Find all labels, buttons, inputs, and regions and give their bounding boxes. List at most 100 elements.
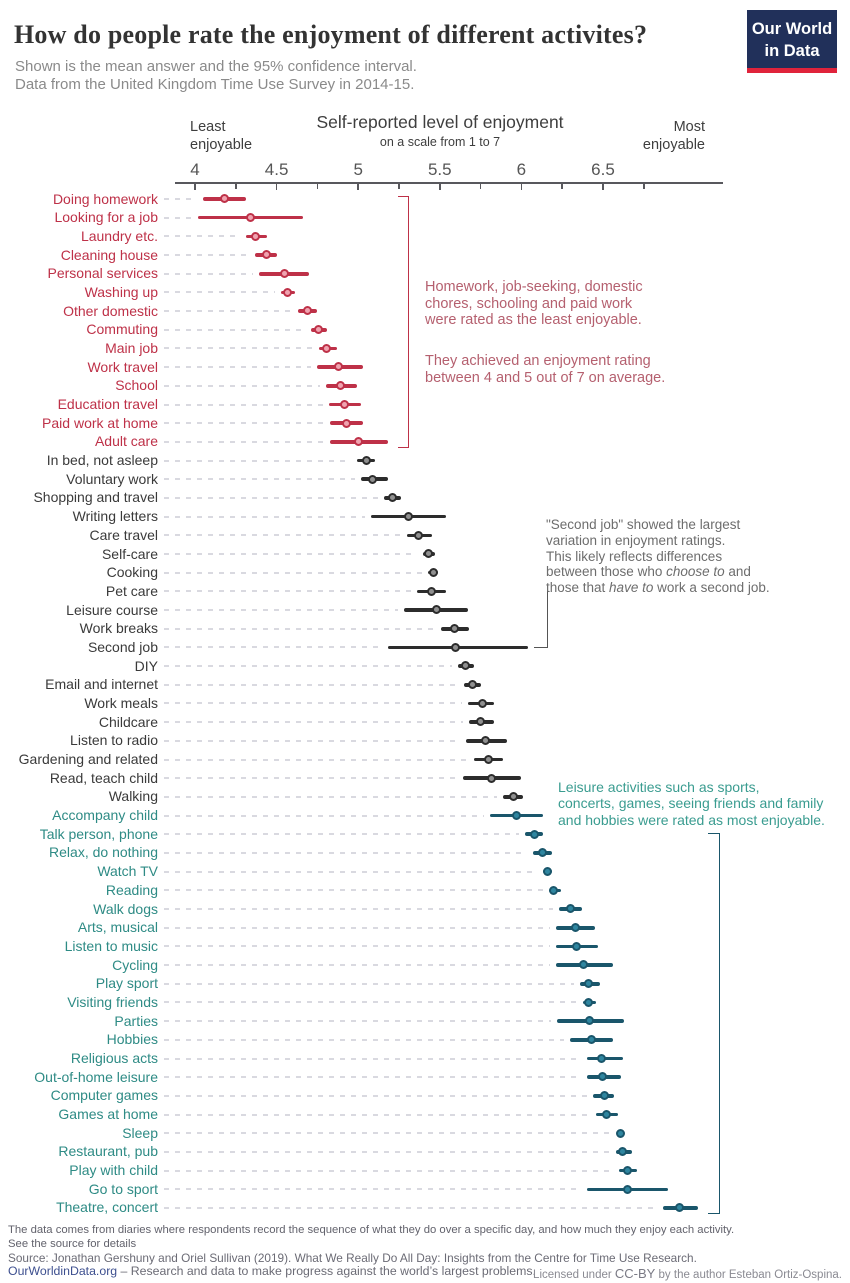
activity-label: Leisure course: [66, 601, 158, 618]
leader-dashes: [164, 683, 459, 686]
mean-dot: [431, 605, 441, 615]
activity-label: Doing homework: [52, 190, 158, 207]
x-tick-label: 4.5: [264, 160, 289, 179]
activity-label: Work travel: [87, 358, 158, 375]
activity-label: Voluntary work: [66, 470, 158, 487]
mean-dot: [549, 885, 559, 895]
annotation-second-job-italic1: choose to: [666, 564, 725, 580]
mean-dot: [480, 736, 490, 746]
leader-dashes: [164, 1038, 565, 1041]
mean-dot: [565, 904, 575, 914]
activity-label: Reading: [105, 881, 158, 898]
leader-dashes: [164, 366, 312, 369]
mean-dot: [426, 586, 436, 596]
mean-dot: [280, 269, 290, 279]
activity-label: Religious acts: [70, 1050, 158, 1066]
footer-license-pre: Licensed under: [533, 1269, 615, 1281]
leader-dashes: [164, 1132, 612, 1135]
leader-dashes: [164, 721, 464, 724]
leader-dashes: [164, 870, 537, 873]
owid-link[interactable]: OurWorldinData.org: [8, 1264, 118, 1278]
leader-dashes: [164, 1094, 588, 1097]
leader-dashes: [164, 198, 198, 200]
leader-dashes: [164, 496, 379, 499]
activity-label: Hobbies: [106, 1031, 158, 1048]
mean-dot: [322, 343, 332, 353]
axis-scale-note: on a scale from 1 to 7: [379, 135, 501, 149]
mean-dot: [585, 1016, 595, 1026]
activity-label: Theatre, concert: [56, 1199, 158, 1216]
mean-dot: [245, 212, 255, 222]
mean-dot: [537, 848, 547, 858]
activity-label: Go to sport: [88, 1180, 158, 1197]
activity-label: Listen to radio: [70, 732, 158, 749]
activity-label: Childcare: [98, 713, 158, 730]
leader-dashes: [164, 310, 292, 313]
x-tick-mark: [194, 183, 196, 190]
leader-dashes: [164, 777, 457, 780]
leader-dashes: [164, 702, 462, 705]
x-tick-label: 4: [190, 160, 200, 179]
mean-dot: [451, 642, 461, 652]
mean-dot: [617, 1147, 627, 1157]
mean-dot: [622, 1165, 632, 1175]
footer-note-line1: The data comes from diaries where respon…: [8, 1224, 735, 1236]
leader-dashes: [164, 833, 519, 836]
leader-dashes: [164, 515, 366, 518]
mean-dot: [387, 493, 397, 503]
leader-dashes: [164, 627, 436, 630]
mean-dot: [511, 810, 521, 820]
activity-label: Talk person, phone: [39, 825, 158, 842]
x-tick-mark: [275, 183, 278, 190]
mean-dot: [578, 960, 588, 970]
leader-dashes: [164, 553, 418, 555]
activity-label: Looking for a job: [54, 209, 158, 226]
axis-title: Self-reported level of enjoyment: [316, 112, 564, 132]
leader-dashes: [164, 440, 325, 443]
mean-dot: [542, 866, 552, 876]
mean-dot: [413, 530, 423, 540]
footer-tagline: – Research and data to make progress aga…: [117, 1264, 536, 1278]
owid-logo: Our World in Data: [747, 10, 837, 73]
leader-dashes: [164, 328, 305, 331]
activity-label: Work meals: [84, 694, 158, 711]
leader-dashes: [164, 590, 411, 593]
leader-dashes: [164, 272, 253, 275]
mean-dot: [302, 306, 312, 316]
leader-dashes: [164, 814, 485, 817]
leader-dashes: [164, 665, 452, 668]
activity-label: Second job: [87, 638, 158, 655]
chart-subtitle-line2: Data from the United Kingdom Time Use Su…: [15, 76, 415, 93]
leader-dashes: [164, 795, 498, 798]
activity-label: Paid work at home: [42, 414, 158, 431]
mean-dot: [219, 194, 229, 204]
x-tick-label: 6: [516, 160, 527, 179]
footer-source: Source: Jonathan Gershuny and Oriel Sull…: [8, 1251, 697, 1265]
activity-label: Computer games: [50, 1087, 158, 1104]
owid-logo-line2: in Data: [764, 41, 820, 60]
mean-dot: [333, 362, 343, 372]
x-tick-label: 6.5: [591, 160, 615, 179]
leader-dashes: [164, 964, 550, 967]
annotation-second-job-text3: work a second job.: [653, 580, 770, 596]
annotation-second-job-text2: and those that: [546, 564, 751, 596]
leader-dashes: [164, 478, 356, 481]
activity-label: School: [115, 377, 158, 394]
mean-dot: [423, 549, 433, 559]
leader-dashes: [164, 1020, 552, 1023]
x-minor-tick-mark: [398, 183, 400, 189]
activity-label: Laundry etc.: [80, 227, 158, 244]
activity-label: Visiting friends: [67, 993, 158, 1010]
activity-label: Sleep: [122, 1124, 158, 1141]
mean-dot: [428, 568, 438, 577]
mean-dot: [572, 941, 582, 951]
activity-label: Cooking: [106, 564, 158, 581]
activity-label: Work breaks: [79, 620, 158, 637]
activity-label: Parties: [114, 1012, 158, 1029]
annotation-least-paragraph1: Homework, job-seeking, domestic chores, …: [425, 278, 643, 329]
activity-label: Education travel: [57, 396, 158, 413]
annotation-least-paragraph2: They achieved an enjoyment rating betwee…: [425, 353, 666, 386]
x-tick-mark: [439, 183, 441, 190]
leader-dashes: [164, 1057, 581, 1060]
activity-label: Gardening and related: [18, 751, 158, 768]
